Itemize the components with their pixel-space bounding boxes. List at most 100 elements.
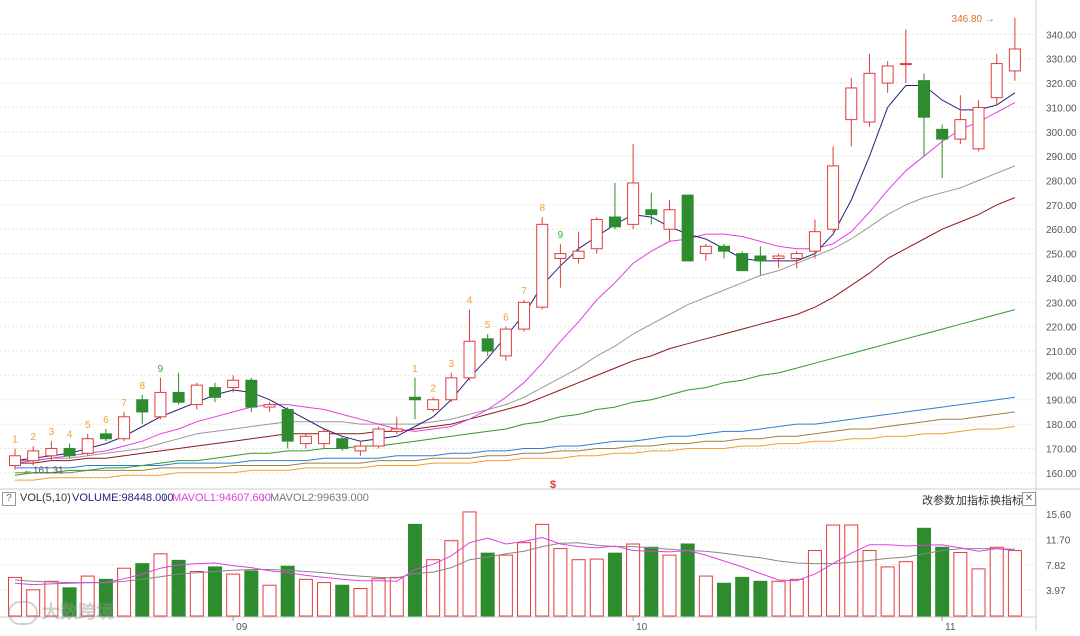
candlestick: [899, 29, 912, 84]
price-tick-label: 340.00: [1046, 30, 1077, 41]
volume-bar: [971, 568, 986, 617]
candle-body: [390, 428, 403, 432]
watermark-text: 大数跨境: [42, 602, 114, 622]
candlestick: [572, 231, 585, 264]
candlestick: [936, 124, 949, 179]
candle-body: [372, 428, 385, 447]
td-count-label: 6: [103, 415, 109, 426]
watermark-logo-icon: [8, 601, 38, 626]
volume-bar: [517, 542, 532, 617]
price-tick-label: 200.00: [1046, 371, 1077, 382]
candlestick: [63, 443, 76, 459]
candle-body: [245, 379, 258, 408]
volume-bar: [862, 550, 877, 617]
candle-body: [427, 399, 440, 410]
volume-bar: [153, 553, 168, 617]
close-indicator-button[interactable]: ✕: [1022, 492, 1036, 506]
candle-body: [481, 338, 494, 352]
volume-bar: [171, 559, 186, 617]
candlestick: [827, 146, 840, 232]
candle-body: [63, 447, 76, 457]
price-tick-label: 300.00: [1046, 128, 1077, 139]
candlestick: [772, 253, 785, 269]
candlestick: [299, 433, 312, 449]
volume-down-arrow-icon: ↓: [162, 492, 168, 504]
candle-body: [45, 447, 58, 457]
candle-body: [118, 416, 131, 440]
volume-bar: [353, 588, 368, 617]
ma30-line: [15, 197, 1016, 464]
td-count-label: 7: [521, 286, 527, 297]
td-count-label: 2: [30, 432, 36, 443]
volume-bar: [98, 578, 113, 617]
volume-bar: [44, 580, 59, 617]
candlestick: [645, 192, 658, 225]
price-tick-label: 190.00: [1046, 396, 1077, 407]
switch-indicator-button[interactable]: 换指标: [990, 495, 1023, 507]
candlestick: [227, 375, 240, 393]
td-count-label: 3: [49, 427, 55, 438]
candle-body: [790, 253, 803, 259]
candlestick: [954, 95, 967, 144]
candle-body: [608, 216, 621, 228]
volume-bar: [644, 546, 659, 617]
candlestick: [518, 299, 531, 332]
candlestick: [390, 416, 403, 434]
volume-tick-label: 15.60: [1046, 510, 1071, 521]
candlestick: [499, 326, 512, 361]
volume-value: VOLUME:98448.000: [72, 492, 174, 504]
candlestick: [154, 377, 167, 420]
candlestick: [172, 372, 185, 405]
td-count-label: 4: [467, 296, 473, 307]
help-button[interactable]: ?: [2, 492, 16, 506]
volume-bar: [553, 548, 568, 617]
candle-body: [590, 218, 603, 250]
td-count-label: 5: [485, 320, 491, 331]
price-tick-label: 290.00: [1046, 152, 1077, 163]
candlestick: [972, 100, 985, 152]
candlestick: [608, 182, 621, 230]
volume-bar: [244, 570, 259, 617]
vol-indicator-title: VOL(5,10): [20, 492, 71, 504]
candle-body: [808, 231, 821, 252]
candle-body: [9, 455, 21, 467]
volume-bar: [735, 576, 750, 617]
candlestick: [918, 73, 930, 157]
volume-bar: [298, 578, 313, 617]
ma120-line: [15, 396, 1015, 469]
time-tick-label: 09: [236, 622, 248, 631]
candlestick: [118, 411, 131, 442]
candlestick: [445, 372, 458, 403]
volume-bar: [335, 584, 350, 617]
low-price-annotation: ←161.31: [23, 466, 64, 477]
volume-bar: [389, 576, 404, 617]
candle-body: [718, 245, 731, 252]
volume-bar: [717, 582, 732, 617]
ma_long-line: [15, 426, 1015, 481]
candlestick: [427, 397, 440, 412]
candlestick: [354, 441, 367, 456]
candle-body: [463, 340, 476, 379]
volume-bar: [135, 563, 150, 617]
candlestick: [263, 402, 276, 412]
candlestick: [863, 53, 876, 127]
candlestick: [208, 382, 221, 403]
volume-bar: [262, 584, 277, 617]
volume-tick-label: 11.70: [1046, 535, 1071, 546]
modify-params-button[interactable]: 改参数: [922, 495, 955, 507]
candlestick: [81, 433, 94, 456]
candle-body: [27, 450, 40, 462]
candle-body: [99, 433, 112, 440]
volume-bar: [789, 578, 804, 617]
price-tick-label: 230.00: [1046, 298, 1077, 309]
volume-bar: [826, 524, 841, 617]
candle-body: [699, 245, 712, 255]
mavol1-value: MAVOL1:94607.600: [172, 492, 271, 504]
candlestick: [408, 377, 421, 420]
add-indicator-button[interactable]: 加指标: [956, 495, 989, 507]
candle-body: [190, 384, 203, 406]
volume-bar: [426, 559, 441, 617]
dividend-marker: $: [550, 479, 556, 491]
